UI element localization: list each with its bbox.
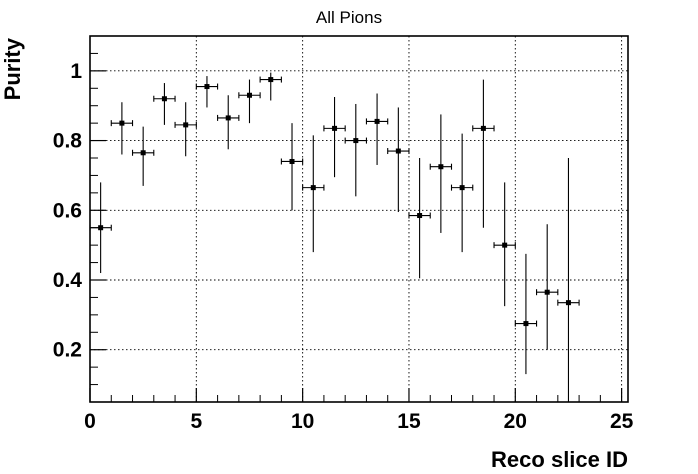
data-point [238,79,261,124]
data-marker [289,158,295,164]
data-marker [332,125,338,131]
data-point [89,182,112,274]
chart-title: All Pions [316,8,382,27]
data-point [280,123,304,211]
data-marker [544,289,550,295]
data-marker [161,96,167,102]
x-tick-labels: 0 5 10 15 20 25 [84,410,633,433]
data-marker [565,300,571,306]
data-point [429,114,453,233]
data-point [195,76,219,108]
data-point [536,224,559,350]
x-tick-label: 0 [84,410,96,433]
axis-ticks [89,35,623,403]
data-marker [225,115,231,121]
x-tick-label: 15 [397,410,421,433]
y-tick-label: 0.8 [53,130,83,153]
y-tick-label: 0.2 [53,339,82,362]
data-point [514,253,538,375]
data-point [131,126,155,186]
y-tick-label: 0.6 [53,199,82,222]
data-point [493,182,516,307]
data-point [557,158,580,402]
data-point [110,102,134,155]
data-point [408,158,431,279]
data-point [450,133,474,253]
data-point [387,107,410,213]
data-point [174,102,197,157]
data-marker [459,185,465,191]
data-marker [374,118,380,124]
data-marker [480,125,486,131]
data-marker [523,321,529,327]
data-point [259,72,282,101]
data-point [153,83,176,125]
x-tick-label: 5 [190,410,202,433]
data-marker [438,164,444,170]
x-tick-label: 25 [610,410,634,433]
data-point [217,95,240,150]
data-marker [246,92,252,98]
data-marker [119,120,125,126]
data-marker [310,185,316,191]
data-points [89,72,580,402]
data-point [323,97,346,178]
data-point [302,135,325,253]
x-tick-label: 20 [504,410,527,433]
data-point [344,103,367,197]
y-tick-labels: 0.2 0.4 0.6 0.8 1 [53,60,83,362]
data-marker [183,122,189,128]
data-marker [417,213,423,219]
data-marker [268,77,274,83]
data-marker [353,138,359,144]
data-marker [98,225,104,231]
y-axis-label: Purity [0,37,25,100]
y-tick-label: 1 [70,60,82,83]
x-tick-label: 10 [291,410,314,433]
data-marker [140,150,146,156]
data-point [472,79,495,228]
y-tick-label: 0.4 [53,269,83,292]
data-marker [502,242,508,248]
x-axis-label: Reco slice ID [491,447,628,472]
plot-frame [89,35,629,403]
data-marker [204,84,210,90]
data-point [365,93,389,165]
data-marker [395,148,401,154]
